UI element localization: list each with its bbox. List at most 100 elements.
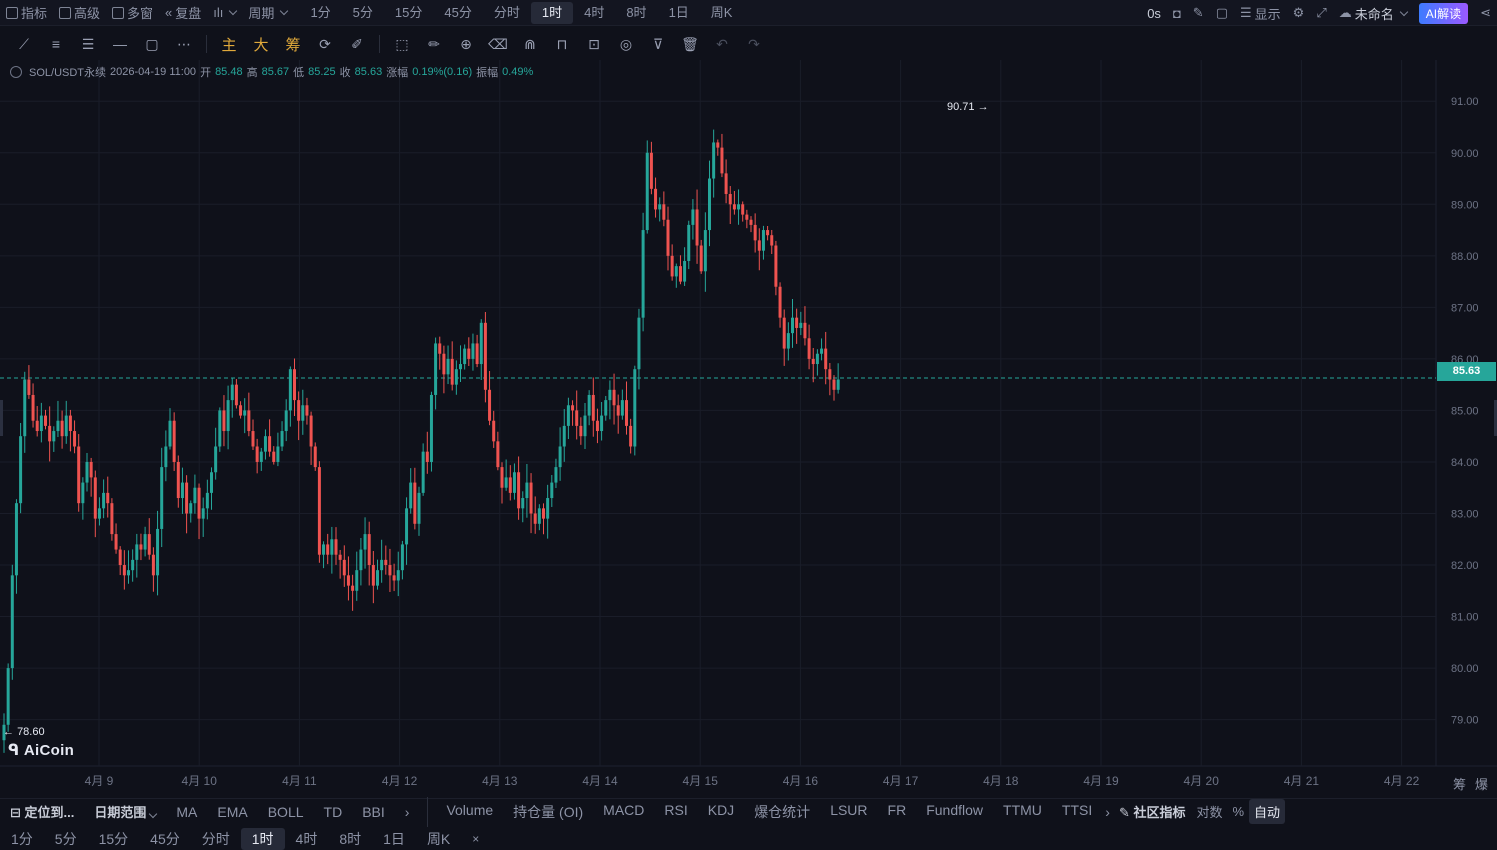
tab-timeframe-2[interactable]: 15分 <box>394 4 423 20</box>
camera-icon[interactable]: ◘ <box>1172 5 1181 21</box>
community-indicators-button[interactable]: ✎ 社区指标 <box>1118 805 1186 820</box>
sub-indicator-3[interactable]: RSI <box>664 801 688 818</box>
parallel-channel-icon[interactable]: ≡ <box>51 36 61 52</box>
ai-interpret-button[interactable]: AI解读 <box>1418 2 1469 24</box>
pen-icon[interactable]: ✎ <box>1192 5 1204 20</box>
rectangle-icon[interactable]: ▢ <box>145 35 159 52</box>
filter-icon[interactable]: ⊽ <box>652 35 664 52</box>
high-marker: 90.71 → <box>947 101 989 113</box>
indicators-button[interactable]: 指标 <box>0 2 53 24</box>
candle-body <box>479 322 483 365</box>
time-axis[interactable]: 4月 9 4月 10 4月 11 4月 12 4月 13 4月 14 4月 15 4月 16 4… <box>85 774 1420 788</box>
bottom-tab-timeframe-2[interactable]: 15分 <box>98 831 129 847</box>
price-chart[interactable]: 91.0090.0089.0088.0087.0086.0085.0084.00… <box>0 60 1497 798</box>
tab-timeframe-0[interactable]: 1分 <box>310 4 331 20</box>
sub-indicator-10[interactable]: TTSI <box>1061 801 1093 818</box>
horizontal-line-icon[interactable]: — <box>113 36 127 52</box>
big-order-button[interactable]: 大 <box>253 36 269 54</box>
tab-timeframe-6[interactable]: 4时 <box>584 4 605 20</box>
sub-indicator-7[interactable]: FR <box>887 801 907 818</box>
horizontal-lines-icon[interactable]: ☰ <box>81 35 95 52</box>
candle-body <box>334 539 338 555</box>
tab-timeframe-5[interactable]: 1时 <box>530 1 574 24</box>
candle-body <box>185 482 189 514</box>
bottom-tab-timeframe-3[interactable]: 45分 <box>150 831 180 847</box>
bottom-tab-timeframe-9[interactable]: 周K <box>426 831 451 847</box>
log-scale-toggle[interactable]: 对数 <box>1196 805 1223 820</box>
magnet-icon[interactable]: ⋒ <box>524 35 536 52</box>
sub-indicator-8[interactable]: Fundflow <box>926 801 984 818</box>
sub-indicator-1[interactable]: 持仓量 (OI) <box>513 803 584 820</box>
zoom-in-icon[interactable]: ⊕ <box>460 35 472 52</box>
bottom-tab-timeframe-5[interactable]: 1时 <box>240 828 285 850</box>
settings-icon[interactable]: ⚙ <box>1292 5 1305 20</box>
sub-indicator-2[interactable]: MACD <box>603 801 645 818</box>
bottom-tab-timeframe-0[interactable]: 1分 <box>11 831 33 847</box>
chip-side-button[interactable]: 筹 <box>1453 777 1467 792</box>
replay-button[interactable]: «复盘 <box>165 5 202 21</box>
sub-indicator-4[interactable]: KDJ <box>707 801 735 818</box>
multi-window-button[interactable]: 多窗 <box>106 2 159 24</box>
edit-object-icon[interactable]: ⊡ <box>588 35 600 52</box>
undo-icon[interactable]: ↶ <box>716 35 728 52</box>
main-indicator-3[interactable]: TD <box>323 803 343 820</box>
eraser-icon[interactable]: ⌫ <box>488 35 508 52</box>
percent-scale-toggle[interactable]: % <box>1232 804 1245 819</box>
tab-timeframe-7[interactable]: 8时 <box>626 4 647 20</box>
tab-timeframe-1[interactable]: 5分 <box>352 4 373 20</box>
advanced-button[interactable]: 高级 <box>53 2 106 24</box>
trend-line-icon[interactable]: ⟋ <box>19 35 29 52</box>
right-scroll-handle[interactable] <box>1494 400 1497 436</box>
close-icon[interactable]: × <box>472 832 480 846</box>
fullscreen-icon[interactable]: ▢ <box>1215 5 1228 20</box>
layout-name-dropdown[interactable]: ☁ 未命名 <box>1333 2 1413 24</box>
candle-body <box>85 461 89 483</box>
sub-indicator-6[interactable]: LSUR <box>830 801 868 818</box>
candle-body <box>575 410 579 426</box>
tab-timeframe-3[interactable]: 45分 <box>444 4 472 20</box>
tab-timeframe-4[interactable]: 分时 <box>493 4 520 20</box>
trash-icon[interactable]: 🗑 <box>681 35 699 52</box>
sub-indicator-5[interactable]: 爆仓统计 <box>754 803 811 820</box>
redo-icon[interactable]: ↷ <box>748 35 760 52</box>
main-indicator-0[interactable]: MA <box>176 803 198 820</box>
candle-body <box>558 446 562 468</box>
main-indicator-4[interactable]: BBI <box>362 803 385 820</box>
bottom-tab-timeframe-8[interactable]: 1日 <box>383 831 405 847</box>
chevron-right-icon[interactable]: › <box>404 803 410 820</box>
ruler-icon[interactable]: ✏ <box>428 35 440 52</box>
period-dropdown[interactable]: 周期 <box>242 2 293 24</box>
sub-indicator-9[interactable]: TTMU <box>1003 801 1042 818</box>
refresh-icon[interactable]: ⟳ <box>319 35 331 52</box>
hide-drawings-icon[interactable]: ◎ <box>619 35 633 52</box>
lock-icon[interactable]: ⊓ <box>556 35 568 52</box>
display-button[interactable]: ☰ 显示 <box>1240 5 1281 22</box>
locate-to-button[interactable]: ⊟ 定位到... <box>10 805 75 820</box>
price-axis[interactable]: 91.0090.0089.0088.0087.0086.0085.0084.00… <box>1451 96 1479 726</box>
candle-body <box>180 482 184 499</box>
bottom-tab-timeframe-7[interactable]: 8时 <box>339 831 362 847</box>
main-indicator-1[interactable]: EMA <box>217 803 248 820</box>
more-tools-icon[interactable]: ⋯ <box>177 35 191 52</box>
auto-scale-toggle[interactable]: 自动 <box>1249 799 1286 824</box>
main-indicator-2[interactable]: BOLL <box>267 803 304 820</box>
bottom-tab-timeframe-1[interactable]: 5分 <box>54 831 77 847</box>
select-icon[interactable]: ⬚ <box>395 35 409 52</box>
chart-type-button[interactable]: ılı <box>207 2 242 24</box>
visibility-icon[interactable] <box>10 66 22 78</box>
main-force-button[interactable]: 主 <box>221 36 237 54</box>
chevron-right-icon[interactable]: › <box>1105 803 1110 820</box>
bottom-tab-timeframe-6[interactable]: 4时 <box>295 831 318 847</box>
chip-distribution-button[interactable]: 筹 <box>285 36 301 54</box>
expand-icon[interactable]: ⤢ <box>1316 5 1327 20</box>
left-scroll-handle[interactable] <box>0 400 3 436</box>
brush-icon[interactable]: ✐ <box>351 35 363 52</box>
date-range-dropdown[interactable]: 日期范围 <box>84 802 166 821</box>
sub-indicator-0[interactable]: Volume <box>446 801 494 818</box>
candle-body <box>14 503 18 576</box>
tab-timeframe-9[interactable]: 周K <box>710 4 733 20</box>
tab-timeframe-8[interactable]: 1日 <box>668 4 689 20</box>
share-icon[interactable]: ⋖ <box>1480 5 1491 20</box>
bottom-tab-timeframe-4[interactable]: 分时 <box>201 831 230 847</box>
liquidation-side-button[interactable]: 爆 <box>1475 777 1489 792</box>
